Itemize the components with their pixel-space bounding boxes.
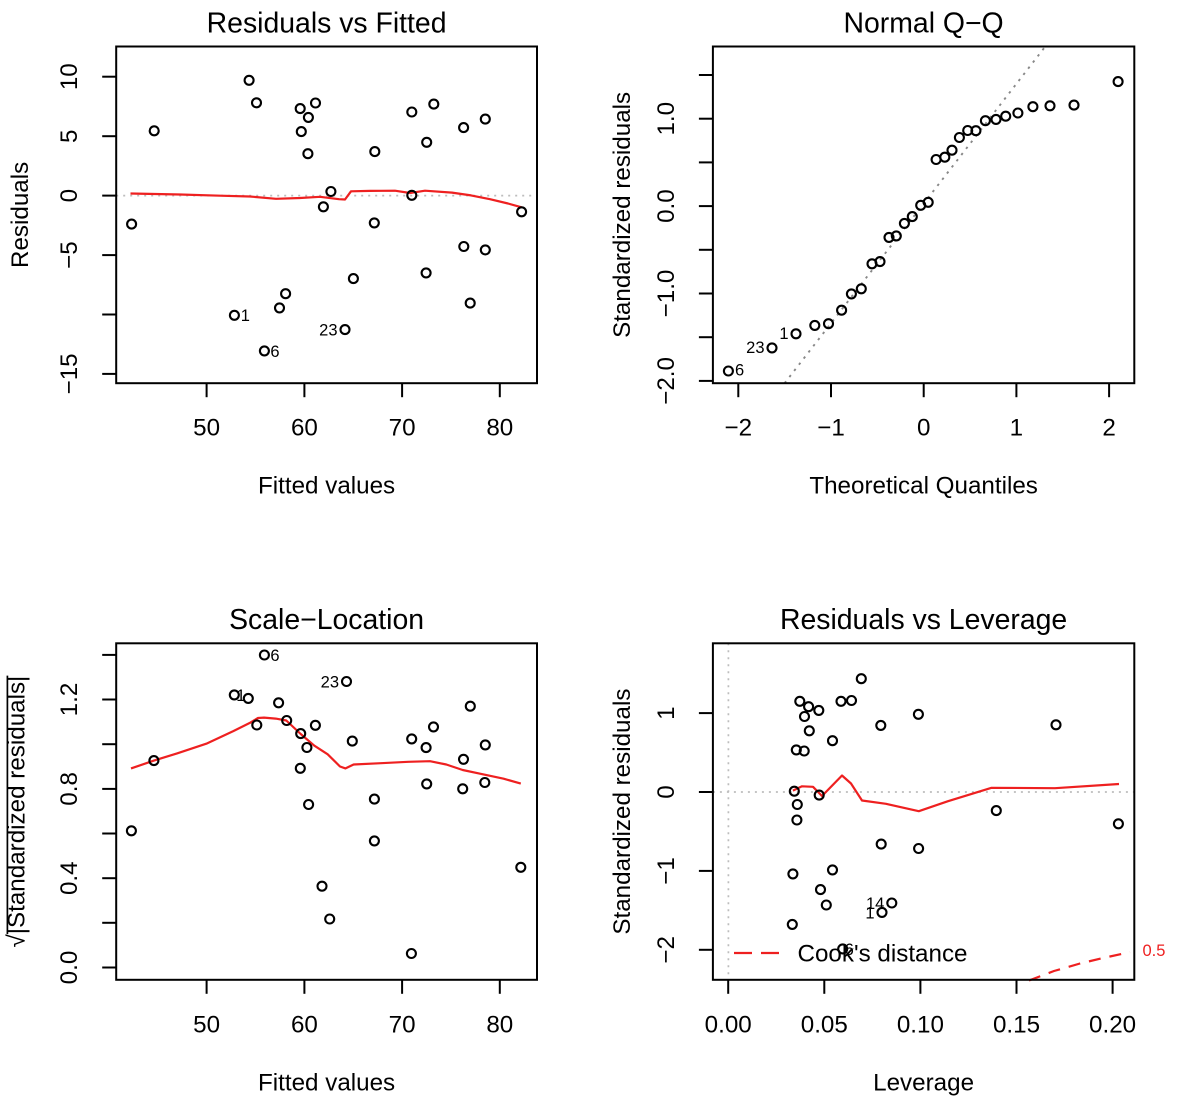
svg-text:−1: −1 (653, 857, 680, 885)
svg-text:0.05: 0.05 (801, 1011, 848, 1038)
svg-text:14: 14 (866, 895, 884, 913)
svg-text:Normal Q−Q: Normal Q−Q (844, 7, 1004, 39)
svg-text:6: 6 (845, 941, 854, 959)
svg-text:0: 0 (56, 189, 83, 202)
svg-text:−1.0: −1.0 (653, 270, 680, 318)
svg-text:23: 23 (319, 322, 337, 340)
svg-text:1.0: 1.0 (653, 102, 680, 136)
svg-text:Standardized residuals: Standardized residuals (609, 92, 636, 338)
svg-text:10: 10 (56, 63, 83, 90)
svg-text:0.10: 0.10 (897, 1011, 944, 1038)
svg-text:0.0: 0.0 (653, 189, 680, 223)
svg-text:2: 2 (1102, 415, 1115, 442)
svg-text:Fitted values: Fitted values (258, 473, 395, 500)
svg-text:0.0: 0.0 (56, 951, 83, 985)
svg-text:0.15: 0.15 (993, 1011, 1040, 1038)
svg-text:80: 80 (486, 1011, 513, 1038)
svg-text:0.20: 0.20 (1089, 1011, 1136, 1038)
svg-text:23: 23 (321, 673, 339, 691)
svg-text:6: 6 (735, 361, 744, 379)
svg-text:−15: −15 (56, 353, 83, 394)
svg-text:1.2: 1.2 (56, 683, 83, 717)
svg-text:0.00: 0.00 (705, 1011, 752, 1038)
svg-text:0.8: 0.8 (56, 772, 83, 806)
svg-text:50: 50 (193, 415, 220, 442)
svg-text:Residuals vs Leverage: Residuals vs Leverage (780, 604, 1067, 636)
svg-text:Scale−Location: Scale−Location (229, 604, 424, 636)
svg-text:−2: −2 (725, 415, 753, 442)
svg-text:70: 70 (389, 1011, 416, 1038)
svg-text:Fitted values: Fitted values (258, 1069, 395, 1096)
svg-text:Standardized residuals: Standardized residuals (609, 689, 636, 935)
svg-text:Residuals vs Fitted: Residuals vs Fitted (207, 7, 447, 39)
svg-text:Theoretical Quantiles: Theoretical Quantiles (809, 473, 1038, 500)
svg-text:1: 1 (236, 687, 245, 705)
svg-text:−1: −1 (817, 415, 845, 442)
svg-text:0.4: 0.4 (56, 861, 83, 895)
svg-text:0: 0 (653, 785, 680, 798)
svg-text:1: 1 (865, 904, 874, 922)
svg-text:−5: −5 (56, 241, 83, 269)
svg-text:6: 6 (270, 647, 279, 665)
svg-text:1: 1 (241, 307, 250, 325)
svg-text:Residuals: Residuals (7, 162, 34, 268)
svg-text:−2.0: −2.0 (653, 357, 680, 405)
svg-text:0: 0 (917, 415, 930, 442)
svg-text:80: 80 (486, 415, 513, 442)
svg-text:1: 1 (653, 706, 680, 719)
svg-text:70: 70 (389, 415, 416, 442)
svg-text:50: 50 (193, 1011, 220, 1038)
svg-text:0.5: 0.5 (1143, 942, 1166, 960)
svg-text:60: 60 (291, 1011, 318, 1038)
svg-text:23: 23 (746, 339, 764, 357)
svg-text:6: 6 (270, 343, 279, 361)
svg-text:5: 5 (56, 129, 83, 142)
svg-text:1: 1 (1010, 415, 1023, 442)
svg-text:Cook's distance: Cook's distance (798, 941, 968, 968)
svg-text:60: 60 (291, 415, 318, 442)
svg-text:1: 1 (779, 325, 788, 343)
svg-text:Leverage: Leverage (873, 1069, 974, 1096)
svg-text:−2: −2 (653, 936, 680, 964)
